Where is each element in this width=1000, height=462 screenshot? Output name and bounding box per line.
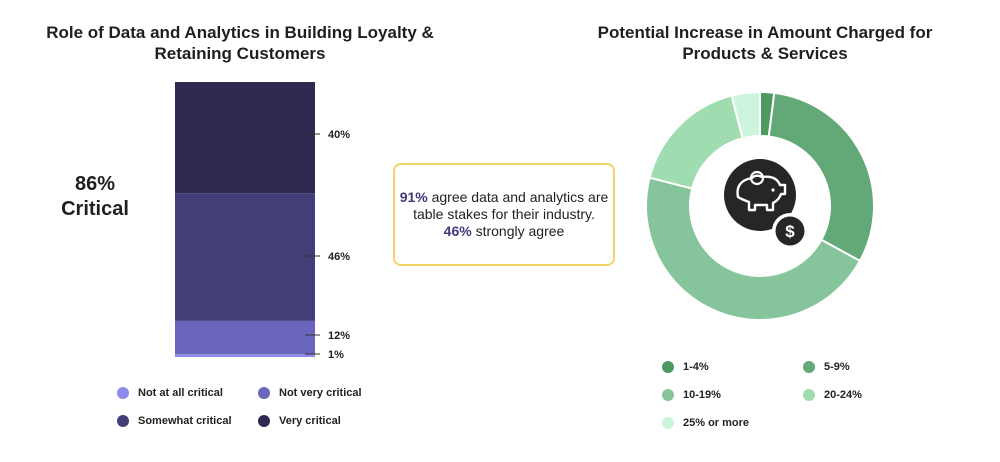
critical-summary-label: Critical (61, 198, 129, 220)
right-legend-swatch-0 (662, 361, 674, 373)
left-legend-swatch-3 (258, 415, 270, 427)
piggy-bank-dollar-icon: $ (724, 159, 808, 249)
bar-data-label-2: 46% (328, 251, 350, 263)
callout-stat-2: 46% (443, 223, 472, 239)
right-legend-label-4: 25% or more (683, 417, 750, 429)
donut-slice-4 (730, 90, 761, 140)
left-legend-swatch-0 (117, 387, 129, 399)
bar-segment-3 (175, 82, 315, 194)
left-legend-label-2: Somewhat critical (138, 415, 232, 427)
bar-data-label-0: 1% (328, 349, 344, 361)
piggy-icon-backdrop (724, 159, 796, 231)
bar-data-label-3: 40% (328, 129, 350, 141)
stacked-bar-chart: 1% 12% 46% 40% (175, 82, 350, 361)
left-chart-title: Role of Data and Analytics in Building L… (46, 23, 434, 63)
right-legend-swatch-1 (803, 361, 815, 373)
left-legend-item-1: Not very critical (258, 387, 362, 399)
right-legend-label-3: 20-24% (824, 389, 862, 401)
right-chart-title: Potential Increase in Amount Charged for… (597, 23, 933, 63)
piggy-coin (749, 170, 765, 186)
callout-text-1: agree data and analytics are table stake… (413, 189, 609, 222)
right-legend-label-2: 10-19% (683, 389, 721, 401)
right-legend-item-4: 25% or more (662, 417, 749, 429)
left-legend-swatch-1 (258, 387, 270, 399)
bar-segment-0 (175, 354, 315, 357)
right-legend-swatch-4 (662, 417, 674, 429)
donut-slice-1 (767, 91, 875, 263)
callout-text-2: strongly agree (471, 223, 565, 239)
right-legend-swatch-2 (662, 389, 674, 401)
right-legend-swatch-3 (803, 389, 815, 401)
callout-box: 91% agree data and analytics are table s… (393, 163, 615, 266)
donut-slice-2 (645, 176, 862, 321)
critical-summary-value: 86% (74, 173, 116, 195)
right-legend-item-3: 20-24% (803, 389, 862, 401)
dollar-badge (775, 216, 805, 246)
left-legend-label-1: Not very critical (279, 387, 362, 399)
critical-summary: 86% Critical (40, 172, 150, 222)
dollar-sign-glyph: $ (785, 222, 795, 241)
callout-line-2: 46% strongly agree (444, 223, 565, 240)
right-legend-label-0: 1-4% (683, 361, 709, 373)
right-legend-item-2: 10-19% (662, 389, 721, 401)
left-legend-item-2: Somewhat critical (117, 415, 232, 427)
left-legend-label-0: Not at all critical (138, 387, 223, 399)
donut-slice-3 (648, 94, 744, 190)
right-legend-item-0: 1-4% (662, 361, 709, 373)
right-legend-item-1: 5-9% (803, 361, 850, 373)
left-legend-item-3: Very critical (258, 415, 341, 427)
left-legend-item-0: Not at all critical (117, 387, 223, 399)
donut-chart (645, 90, 875, 321)
bar-segment-2 (175, 193, 315, 321)
bar-data-label-1: 12% (328, 330, 350, 342)
bar-segment-1 (175, 320, 315, 355)
left-legend-label-3: Very critical (279, 415, 341, 427)
right-legend-label-1: 5-9% (824, 361, 850, 373)
callout-line-1: 91% agree data and analytics are table s… (395, 189, 613, 223)
left-legend-swatch-2 (117, 415, 129, 427)
callout-stat-1: 91% (399, 189, 428, 205)
piggy-eye (771, 188, 775, 192)
